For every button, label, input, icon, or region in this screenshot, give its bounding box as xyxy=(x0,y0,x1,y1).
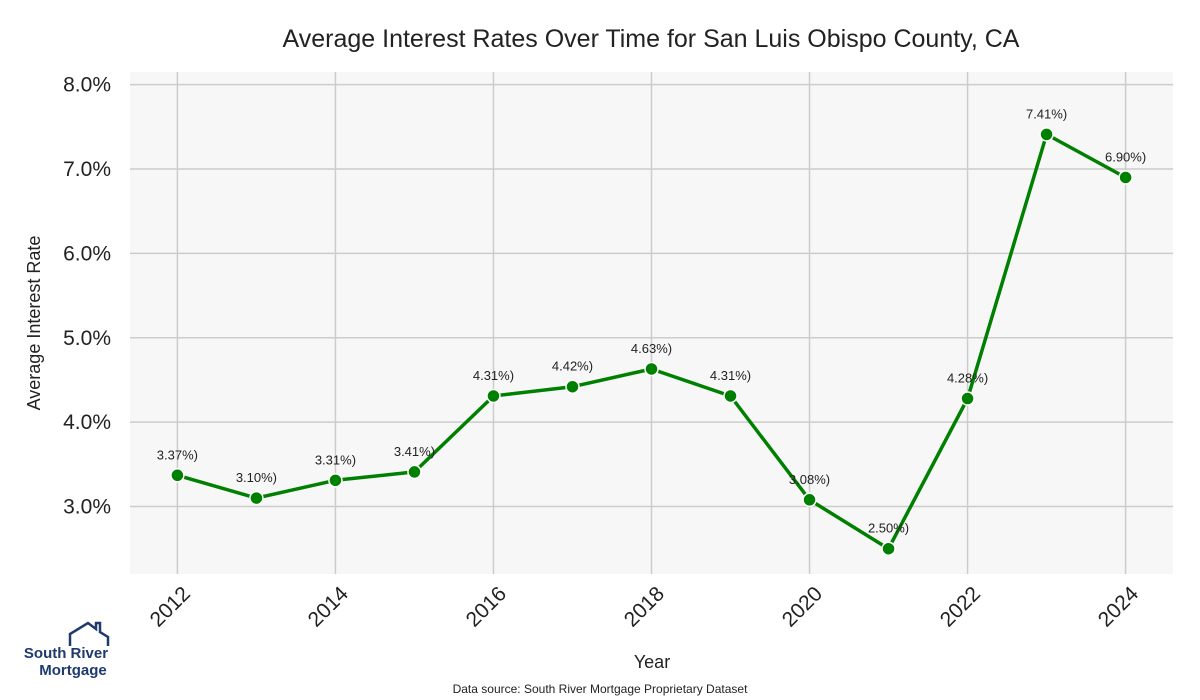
x-tick-label: 2018 xyxy=(620,582,669,631)
logo-line-1: South River xyxy=(24,645,108,662)
y-axis: 3.0% 4.0% 5.0% 6.0% 7.0% 8.0% xyxy=(63,74,111,519)
data-point xyxy=(328,473,343,488)
data-label: 4.31%) xyxy=(710,368,751,383)
data-label: 6.90%) xyxy=(1105,149,1146,164)
data-label: 2.50%) xyxy=(868,521,909,536)
data-point xyxy=(1118,170,1133,185)
x-tick-label: 2012 xyxy=(146,582,195,631)
grid xyxy=(130,72,1173,574)
data-label: 3.08%) xyxy=(789,472,830,487)
data-label: 7.41%) xyxy=(1026,106,1067,121)
data-label: 4.63%) xyxy=(631,341,672,356)
data-point xyxy=(644,361,659,377)
data-label: 3.31%) xyxy=(315,452,356,467)
data-label: 3.10%) xyxy=(236,470,277,485)
y-tick-label: 5.0% xyxy=(63,327,111,350)
data-label: 4.31%) xyxy=(473,368,514,383)
data-point xyxy=(723,388,738,404)
data-point xyxy=(249,490,264,506)
data-point xyxy=(486,388,501,404)
y-axis-label: Average Interest Rate xyxy=(24,236,44,411)
x-tick-label: 2024 xyxy=(1094,582,1144,632)
data-point xyxy=(802,492,817,508)
data-label: 3.41%) xyxy=(394,444,435,459)
y-tick-label: 8.0% xyxy=(63,74,111,97)
data-label: 3.37%) xyxy=(157,447,198,462)
y-tick-label: 4.0% xyxy=(63,411,111,434)
data-point xyxy=(881,541,896,556)
y-tick-label: 6.0% xyxy=(63,242,111,265)
data-point xyxy=(960,391,975,406)
x-axis: 2012 2014 2016 2018 2020 2022 2024 xyxy=(146,582,1144,632)
x-tick-label: 2016 xyxy=(462,582,511,631)
data-point xyxy=(1039,127,1054,142)
data-label: 4.42%) xyxy=(552,359,593,374)
series xyxy=(170,127,1133,556)
x-tick-label: 2020 xyxy=(778,582,827,631)
south-river-mortgage-logo: South River Mortgage xyxy=(24,621,110,679)
data-source-note: Data source: South River Mortgage Propri… xyxy=(453,682,748,696)
data-point xyxy=(407,464,422,480)
data-labels: 3.37%) 3.10%) 3.31%) 3.41%) 4.31%) 4.42%) 4.63… xyxy=(157,106,1146,535)
x-tick-label: 2014 xyxy=(304,582,354,632)
x-axis-label: Year xyxy=(634,652,670,672)
logo-line-2: Mortgage xyxy=(39,662,107,679)
y-tick-label: 3.0% xyxy=(63,496,111,519)
data-point xyxy=(170,468,185,483)
data-point xyxy=(565,379,580,394)
y-tick-label: 7.0% xyxy=(63,158,111,181)
chart-title: Average Interest Rates Over Time for San… xyxy=(283,25,1020,53)
data-label: 4.28%) xyxy=(947,371,988,386)
x-tick-label: 2022 xyxy=(936,582,985,631)
house-icon xyxy=(68,621,110,646)
